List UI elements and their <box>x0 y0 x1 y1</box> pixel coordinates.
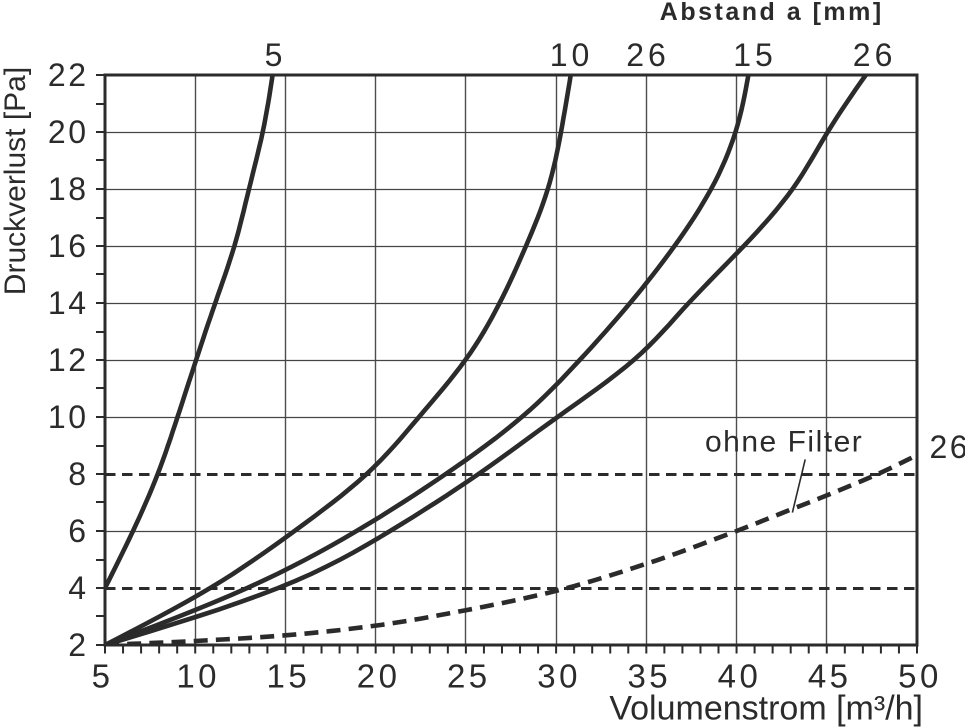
svg-text:8: 8 <box>68 456 88 492</box>
svg-text:30: 30 <box>537 658 581 695</box>
svg-text:16: 16 <box>48 228 89 264</box>
svg-text:18: 18 <box>48 171 89 207</box>
svg-text:10: 10 <box>550 37 594 73</box>
svg-text:10: 10 <box>48 399 89 435</box>
svg-text:4: 4 <box>68 570 88 606</box>
svg-text:45: 45 <box>808 658 852 695</box>
svg-text:20: 20 <box>357 658 401 695</box>
svg-text:35: 35 <box>627 658 671 695</box>
svg-text:Abstand a [mm]: Abstand a [mm] <box>660 0 884 26</box>
svg-text:15: 15 <box>733 37 777 73</box>
svg-text:12: 12 <box>48 342 89 378</box>
svg-text:50: 50 <box>898 658 942 695</box>
svg-text:26: 26 <box>853 37 897 73</box>
svg-text:Druckverlust [Pa]: Druckverlust [Pa] <box>0 67 32 295</box>
svg-text:25: 25 <box>447 658 491 695</box>
svg-text:ohne Filter: ohne Filter <box>705 426 863 459</box>
svg-text:2: 2 <box>68 627 88 663</box>
svg-text:15: 15 <box>267 658 311 695</box>
svg-text:5: 5 <box>92 658 114 695</box>
svg-text:10: 10 <box>176 658 220 695</box>
svg-text:14: 14 <box>48 285 89 321</box>
svg-text:5: 5 <box>265 37 287 73</box>
svg-text:Volumenstrom [m³/h]: Volumenstrom [m³/h] <box>609 690 923 728</box>
svg-text:26: 26 <box>626 37 670 73</box>
svg-text:20: 20 <box>48 114 89 150</box>
svg-text:40: 40 <box>718 658 762 695</box>
svg-text:6: 6 <box>68 513 88 549</box>
svg-text:26: 26 <box>930 429 965 465</box>
svg-text:22: 22 <box>48 57 89 93</box>
